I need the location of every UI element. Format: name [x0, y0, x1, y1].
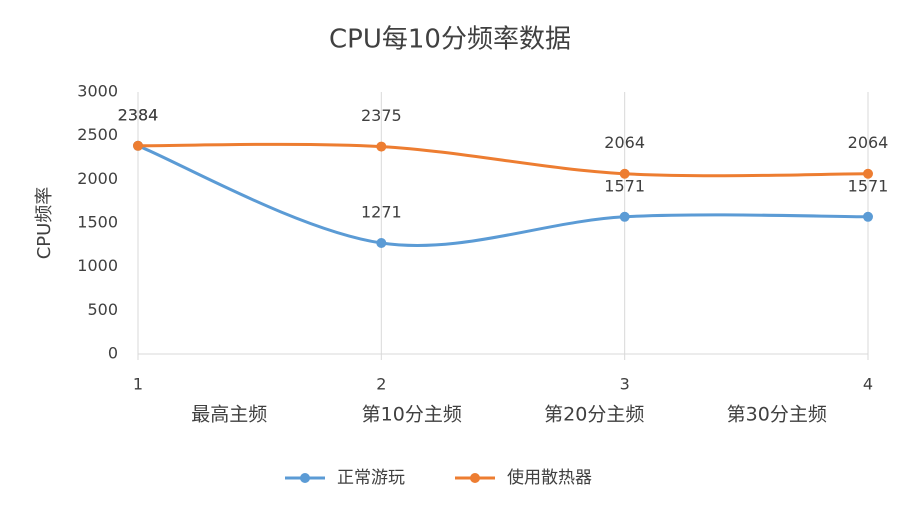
marker	[619, 211, 630, 222]
line	[137, 142, 869, 178]
marker	[863, 211, 873, 222]
x-tick-label: 3	[620, 375, 630, 394]
data-label: 2384	[118, 105, 159, 124]
y-tick-label: 2000	[77, 169, 118, 188]
legend-marker	[470, 473, 480, 483]
data-label: 1571	[604, 176, 645, 195]
marker	[133, 140, 143, 151]
chart-title: CPU每10分频率数据	[329, 25, 571, 55]
legend-label: 正常游玩	[337, 468, 405, 488]
category-label: 第10分主频	[362, 404, 462, 426]
legend-label: 使用散热器	[507, 467, 592, 488]
data-label: 2384	[118, 105, 159, 124]
marker	[619, 168, 630, 179]
category-label: 最高主频	[191, 404, 267, 426]
category-label: 第30分主频	[727, 404, 827, 426]
x-tick-label: 1	[133, 375, 143, 394]
y-tick-label: 1000	[77, 256, 118, 275]
y-axis-label: CPU频率	[34, 187, 55, 260]
y-tick-label: 0	[108, 344, 118, 363]
data-label: 1571	[848, 176, 889, 195]
y-tick-label: 500	[87, 300, 118, 319]
marker	[376, 141, 387, 152]
x-tick-label: 2	[376, 375, 386, 394]
data-label: 1271	[361, 202, 402, 221]
marker	[376, 237, 387, 248]
legend-marker	[300, 473, 310, 483]
line	[137, 144, 869, 247]
y-tick-label: 1500	[77, 213, 118, 232]
x-tick-label: 4	[863, 375, 873, 394]
data-label: 2375	[361, 106, 402, 125]
data-label: 2064	[848, 133, 889, 152]
y-tick-label: 2500	[77, 125, 118, 144]
data-label: 2064	[604, 133, 645, 152]
y-tick-label: 3000	[77, 82, 118, 101]
category-label: 第20分主频	[544, 404, 644, 426]
marker	[863, 168, 873, 179]
